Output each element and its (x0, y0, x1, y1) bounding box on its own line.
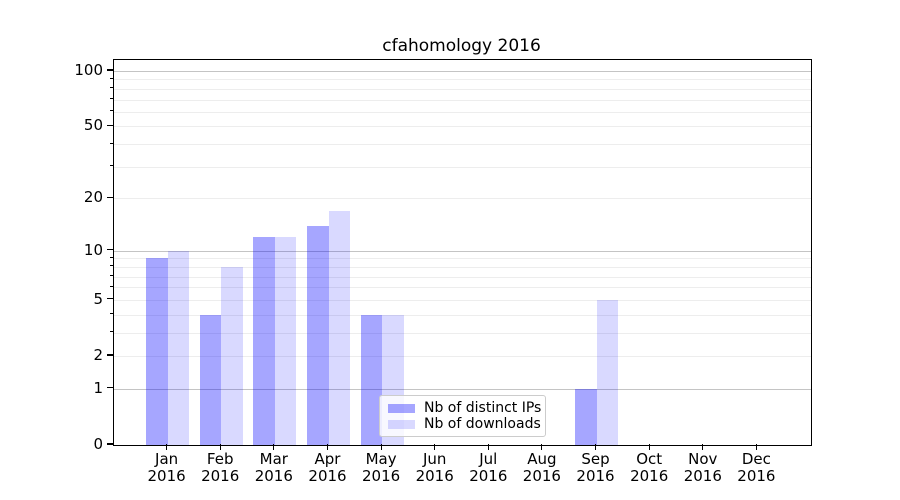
minor-gridline (114, 314, 811, 316)
major-gridline (114, 388, 811, 390)
y-tick-label: 0 (93, 435, 103, 453)
plot-area (113, 59, 812, 446)
y-tick-label: 50 (83, 116, 103, 135)
y-tickmark (107, 387, 113, 389)
minor-gridline (114, 198, 811, 200)
legend-swatch-downloads (388, 419, 415, 429)
x-tickmark (487, 444, 489, 450)
x-tickmark (648, 444, 650, 450)
y-tick-label: 20 (83, 188, 103, 207)
y-minor-tickmark (109, 77, 113, 79)
x-tick-label: May 2016 (362, 450, 401, 485)
x-tickmark (541, 444, 543, 450)
y-minor-tickmark (109, 256, 113, 258)
y-minor-tickmark (109, 265, 113, 267)
minor-gridline (114, 126, 811, 128)
bar-feb-downloads (221, 266, 243, 445)
y-minor-tickmark (109, 354, 113, 356)
y-minor-tickmark (109, 165, 113, 167)
minor-gridline (114, 144, 811, 146)
legend-item-downloads: Nb of downloads (388, 416, 541, 432)
legend-swatch-distinct-ips (388, 403, 415, 413)
minor-gridline (114, 99, 811, 101)
y-tickmark (107, 69, 113, 71)
x-tick-label: Jul 2016 (469, 450, 508, 485)
y-tick-label: 1 (93, 378, 103, 397)
y-minor-tickmark (109, 331, 113, 333)
bar-feb-distinct-ips (199, 314, 222, 445)
x-tickmark (755, 444, 757, 450)
y-minor-tickmark (109, 142, 113, 144)
x-tickmark (219, 444, 221, 450)
legend-item-distinct-ips: Nb of distinct IPs (388, 400, 541, 416)
legend: Nb of distinct IPs Nb of downloads (379, 395, 546, 437)
x-tick-label: Oct 2016 (630, 450, 669, 485)
major-gridline (114, 71, 811, 72)
bar-apr-downloads (328, 210, 350, 445)
y-minor-tickmark (109, 87, 113, 89)
bar-mar-distinct-ips (253, 237, 275, 445)
minor-gridline (114, 79, 811, 81)
minor-gridline (114, 111, 811, 113)
minor-gridline (114, 287, 811, 289)
minor-gridline (114, 299, 811, 301)
bar-sep-distinct-ips (575, 388, 597, 445)
minor-gridline (114, 276, 811, 278)
y-minor-tickmark (109, 298, 113, 300)
x-tickmark (434, 444, 436, 450)
minor-gridline (114, 166, 811, 168)
minor-gridline (114, 356, 811, 357)
x-tick-label: Mar 2016 (254, 450, 293, 485)
x-tickmark (594, 444, 597, 450)
bar-sep-downloads (596, 299, 618, 445)
y-minor-tickmark (109, 196, 113, 198)
y-tickmark (107, 249, 113, 251)
minor-gridline (114, 266, 811, 268)
y-tick-label: 100 (74, 61, 103, 79)
x-tick-label: Feb 2016 (201, 450, 240, 485)
bar-may-distinct-ips (360, 314, 383, 445)
y-tick-label: 5 (93, 289, 103, 308)
bar-mar-downloads (274, 237, 297, 445)
y-tick-label: 10 (83, 240, 103, 259)
x-tick-label: Jun 2016 (415, 450, 454, 485)
x-tick-label: Dec 2016 (737, 450, 776, 485)
y-minor-tickmark (109, 124, 113, 126)
x-tick-label: Jan 2016 (147, 450, 186, 485)
x-tickmark (380, 444, 382, 450)
chart-title: cfahomology 2016 (382, 36, 541, 56)
legend-label-distinct-ips: Nb of distinct IPs (424, 400, 542, 416)
y-minor-tickmark (109, 313, 113, 315)
bar-jan-downloads (167, 250, 190, 445)
y-tickmark (107, 443, 113, 445)
y-minor-tickmark (109, 275, 113, 276)
major-gridline (114, 250, 811, 252)
minor-gridline (114, 258, 811, 260)
y-minor-tickmark (109, 285, 113, 287)
x-tickmark (273, 444, 275, 450)
x-tickmark (702, 444, 704, 450)
x-tick-label: Apr 2016 (308, 450, 347, 485)
y-minor-tickmark (109, 110, 113, 112)
bar-apr-distinct-ips (307, 225, 329, 445)
y-minor-tickmark (109, 98, 113, 100)
bar-jan-distinct-ips (146, 258, 168, 445)
minor-gridline (114, 332, 811, 334)
x-tick-label: Aug 2016 (522, 450, 561, 485)
legend-label-downloads: Nb of downloads (424, 416, 541, 432)
y-tick-label: 2 (93, 346, 103, 364)
x-tickmark (166, 444, 168, 450)
minor-gridline (114, 88, 811, 90)
x-tick-label: Nov 2016 (683, 450, 722, 485)
x-tick-label: Sep 2016 (576, 450, 615, 485)
x-tickmark (326, 444, 329, 450)
